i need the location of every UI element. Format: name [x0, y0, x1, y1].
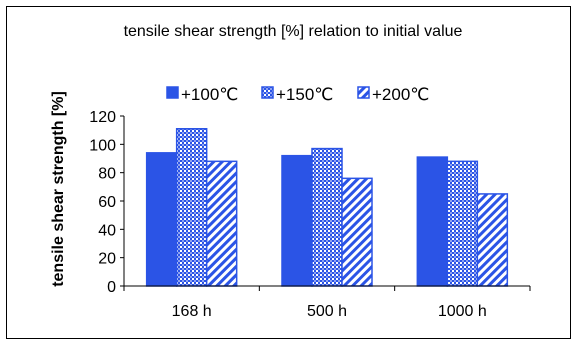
- legend-label: +150℃: [276, 85, 333, 104]
- legend-label: +200℃: [372, 85, 429, 104]
- y-axis-label: tensile shear strength [%]: [50, 91, 67, 287]
- y-tick-label: 20: [98, 251, 116, 268]
- legend-swatch: [357, 86, 370, 99]
- x-tick-label: 500 h: [307, 303, 347, 320]
- bar: [416, 156, 449, 287]
- y-axis: 0 20 40 60 80 100 120: [89, 109, 125, 296]
- bar: [446, 160, 479, 287]
- legend-label: +100℃: [181, 85, 238, 104]
- bar: [205, 160, 238, 287]
- bar: [476, 193, 509, 287]
- x-tick-label: 1000 h: [438, 303, 487, 320]
- chart-title: tensile shear strength [%] relation to i…: [124, 23, 463, 40]
- bar: [311, 147, 343, 287]
- y-tick-label: 120: [89, 109, 116, 126]
- bar: [145, 152, 178, 287]
- y-tick-label: 40: [98, 222, 116, 239]
- y-tick-label: 0: [107, 279, 116, 296]
- legend-swatch: [166, 86, 179, 99]
- legend: +100℃ +150℃ +200℃: [166, 85, 429, 104]
- legend-swatch: [261, 86, 274, 99]
- x-axis: 168 h 500 h 1000 h: [123, 285, 531, 320]
- bar: [281, 154, 313, 287]
- bar: [175, 128, 208, 287]
- bar: [341, 177, 373, 287]
- bars: [145, 128, 509, 287]
- y-tick-label: 100: [89, 137, 116, 154]
- y-tick-label: 60: [98, 194, 116, 211]
- x-tick-label: 168 h: [172, 303, 212, 320]
- y-tick-label: 80: [98, 166, 116, 183]
